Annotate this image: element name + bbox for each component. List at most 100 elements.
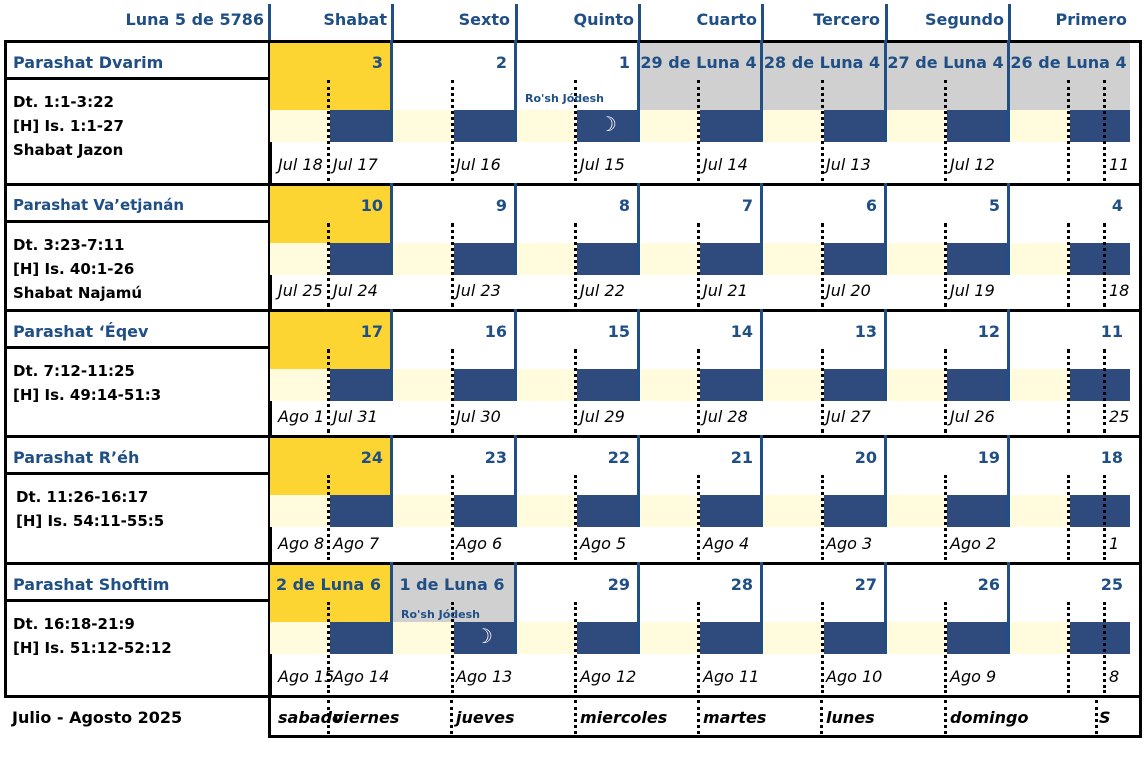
shabat-day-cell[interactable]	[270, 186, 390, 243]
day-strip-light	[763, 110, 824, 142]
day-cell[interactable]	[887, 565, 1007, 622]
new-moon-icon: ☽	[599, 112, 617, 136]
shabat-day-cell[interactable]	[270, 312, 390, 369]
day-cell[interactable]	[517, 186, 637, 243]
day-strip-light	[270, 243, 330, 275]
hebrew-day-number: 5	[988, 196, 1000, 215]
day-header-shabat: Shabat	[323, 10, 387, 29]
night-strip-dark	[577, 110, 637, 142]
day-strip-light	[1010, 243, 1070, 275]
day-boundary-dotted	[1103, 349, 1106, 433]
shabat-day-cell[interactable]	[270, 43, 390, 110]
day-cell[interactable]	[887, 312, 1007, 369]
reading-reference: [H] Is. 51:12-52:12	[13, 639, 172, 657]
day-strip-light	[887, 243, 947, 275]
day-boundary-dotted	[944, 349, 947, 433]
day-boundary-dotted	[944, 223, 947, 307]
day-cell[interactable]	[1010, 312, 1130, 369]
day-boundary-dotted	[821, 223, 824, 307]
night-strip-dark	[947, 622, 1007, 654]
day-header-cuarto: Cuarto	[696, 10, 757, 29]
day-boundary-dotted	[697, 223, 700, 307]
day-boundary-dotted	[574, 700, 577, 734]
gregorian-date: Jul 17	[333, 155, 378, 174]
gregorian-date: Jul 13	[826, 155, 871, 174]
day-strip-light	[393, 110, 454, 142]
shabat-day-cell[interactable]	[270, 565, 390, 622]
day-separator	[884, 309, 887, 401]
day-boundary-dotted	[697, 80, 700, 181]
day-separator	[760, 309, 763, 401]
header-separator	[268, 4, 271, 40]
day-separator	[1007, 309, 1010, 401]
gregorian-date: Jul 30	[456, 407, 501, 426]
day-boundary-dotted	[944, 80, 947, 181]
day-separator	[884, 435, 887, 527]
day-cell[interactable]	[640, 312, 760, 369]
day-cell[interactable]	[517, 43, 637, 110]
parashah-divider	[4, 220, 272, 223]
day-cell[interactable]	[640, 186, 760, 243]
parashah-title: Parashat Va’etjanán	[13, 196, 185, 214]
day-cell[interactable]	[887, 438, 1007, 495]
day-cell[interactable]	[1010, 565, 1130, 622]
day-boundary-dotted	[821, 80, 824, 181]
hebrew-day-number: 26 de Luna 4	[1010, 53, 1127, 72]
gregorian-date: 18	[1109, 281, 1130, 300]
day-cell[interactable]	[517, 312, 637, 369]
shabat-day-cell[interactable]	[270, 438, 390, 495]
parashah-divider	[4, 346, 272, 349]
day-header-quinto: Quinto	[573, 10, 634, 29]
day-boundary-dotted	[574, 475, 577, 560]
day-strip-light	[640, 495, 700, 527]
day-boundary-dotted	[821, 475, 824, 560]
hebrew-day-number: 29	[607, 575, 630, 594]
day-boundary-dotted	[574, 80, 577, 181]
day-boundary-dotted	[451, 223, 454, 307]
night-strip-dark	[824, 243, 884, 275]
day-cell[interactable]	[887, 186, 1007, 243]
night-strip-dark	[454, 495, 514, 527]
day-boundary-dotted	[944, 602, 947, 693]
hebrew-day-number: 9	[495, 196, 507, 215]
day-cell[interactable]	[640, 565, 760, 622]
day-cell[interactable]	[1010, 438, 1130, 495]
gregorian-date: Ago 14	[333, 667, 390, 686]
gregorian-date: Jul 19	[950, 281, 995, 300]
day-boundary-dotted	[327, 223, 330, 307]
prev-month-day-cell[interactable]	[640, 43, 760, 110]
day-cell[interactable]	[1010, 186, 1130, 243]
gregorian-date: Jul 24	[333, 281, 378, 300]
night-strip-dark	[330, 495, 390, 527]
gregorian-date: Jul 18	[278, 155, 323, 174]
day-separator	[390, 435, 393, 527]
hebrew-day-number: 15	[607, 322, 630, 341]
prev-month-day-cell[interactable]	[1010, 43, 1130, 110]
night-strip-dark	[700, 495, 760, 527]
day-boundary-dotted	[574, 223, 577, 307]
rosh-jodesh-label: Ro'sh Jódesh	[401, 608, 480, 621]
day-strip-light	[517, 622, 577, 654]
gregorian-date: 8	[1109, 667, 1120, 686]
day-cell[interactable]	[517, 565, 637, 622]
day-separator	[514, 435, 517, 527]
night-strip-dark	[577, 622, 637, 654]
night-strip-dark	[577, 243, 637, 275]
reading-reference: [H] Is. 54:11-55:5	[16, 512, 165, 530]
day-boundary-dotted	[1067, 475, 1070, 560]
night-strip-dark	[330, 622, 390, 654]
weekday-label: lunes	[826, 708, 875, 727]
day-separator	[390, 309, 393, 401]
gregorian-date: 11	[1109, 155, 1130, 174]
day-boundary-dotted	[1067, 223, 1070, 307]
day-separator	[760, 435, 763, 527]
day-cell[interactable]	[640, 438, 760, 495]
parashah-title: Parashat Dvarim	[13, 53, 164, 72]
prev-month-day-cell[interactable]	[887, 43, 1007, 110]
day-cell[interactable]	[517, 438, 637, 495]
day-boundary-dotted	[327, 700, 330, 734]
day-separator	[884, 183, 887, 275]
day-strip-light	[887, 622, 947, 654]
night-strip-dark	[330, 110, 390, 142]
day-boundary-dotted	[1067, 349, 1070, 433]
